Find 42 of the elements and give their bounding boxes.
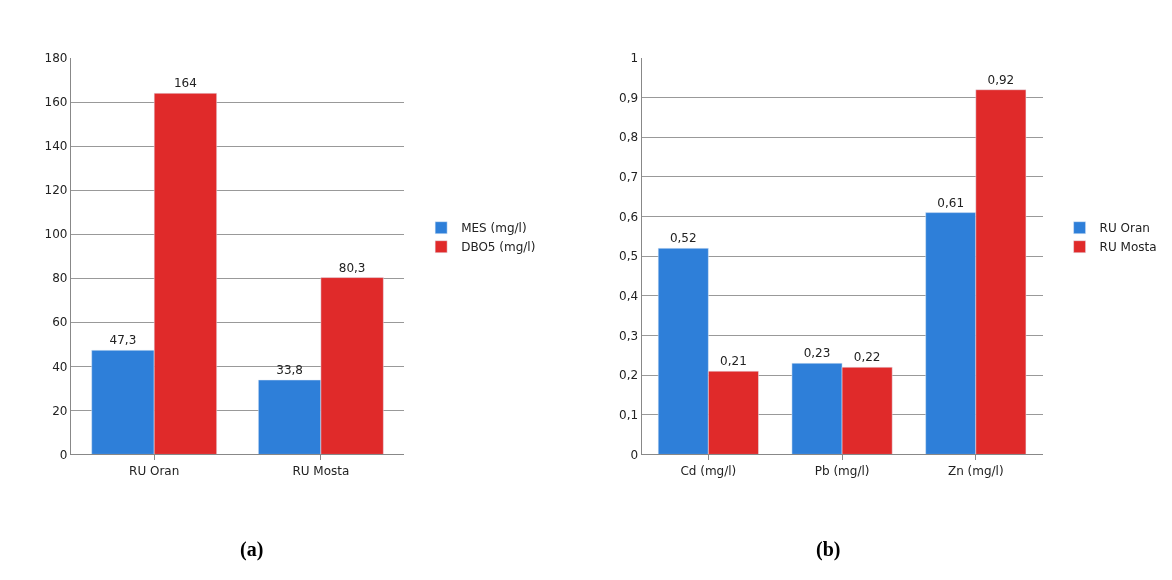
data-label: 0,92 — [987, 72, 1015, 87]
y-tick-label: 20 — [52, 403, 68, 418]
y-tick-label: 0 — [630, 447, 639, 462]
y-tick-label: 0,3 — [619, 328, 639, 343]
y-tick-label: 100 — [44, 227, 68, 242]
data-label: 0,21 — [720, 354, 747, 369]
legend-label: DBO5 (mg/l) — [461, 240, 536, 255]
y-tick-label: 120 — [44, 183, 68, 198]
text: (b) — [816, 538, 841, 561]
legend-label: RU Oran — [1099, 221, 1150, 236]
y-tick-label: 80 — [52, 271, 68, 286]
y-tick-label: 160 — [44, 95, 68, 110]
y-tick-label: 180 — [44, 51, 68, 66]
legend-label: RU Mosta — [1099, 240, 1157, 255]
text: (a) — [240, 538, 264, 561]
x-tick-label: Cd (mg/l) — [680, 463, 737, 478]
y-tick-label: 40 — [52, 359, 68, 374]
data-label: 0,61 — [937, 195, 965, 210]
y-tick-label: 0,4 — [619, 289, 639, 304]
data-label: 0,52 — [669, 231, 697, 246]
y-tick-label: 0,8 — [619, 130, 639, 145]
y-tick-label: 140 — [44, 139, 68, 154]
data-label: 0,22 — [853, 350, 881, 365]
y-tick-label: 1 — [630, 51, 639, 66]
data-label: 80,3 — [338, 260, 366, 275]
data-label: 33,8 — [276, 362, 303, 377]
y-tick-label: 0,2 — [619, 368, 639, 383]
y-tick-label: 0,1 — [619, 407, 639, 422]
x-tick-label: Pb (mg/l) — [814, 463, 870, 478]
y-tick-label: 0,9 — [619, 90, 639, 105]
y-tick-label: 0,5 — [619, 249, 639, 264]
y-tick-label: 0,6 — [619, 209, 639, 224]
y-tick-label: 0,7 — [619, 170, 639, 185]
legend-label: MES (mg/l) — [461, 221, 527, 236]
x-tick-label: RU Mosta — [292, 463, 350, 478]
x-tick-label: Zn (mg/l) — [947, 463, 1004, 478]
data-label: 47,3 — [109, 333, 137, 348]
data-label: 164 — [173, 76, 197, 91]
y-tick-label: 60 — [52, 315, 68, 330]
data-label: 0,23 — [803, 346, 831, 361]
y-tick-label: 0 — [59, 447, 68, 462]
x-tick-label: RU Oran — [129, 463, 180, 478]
